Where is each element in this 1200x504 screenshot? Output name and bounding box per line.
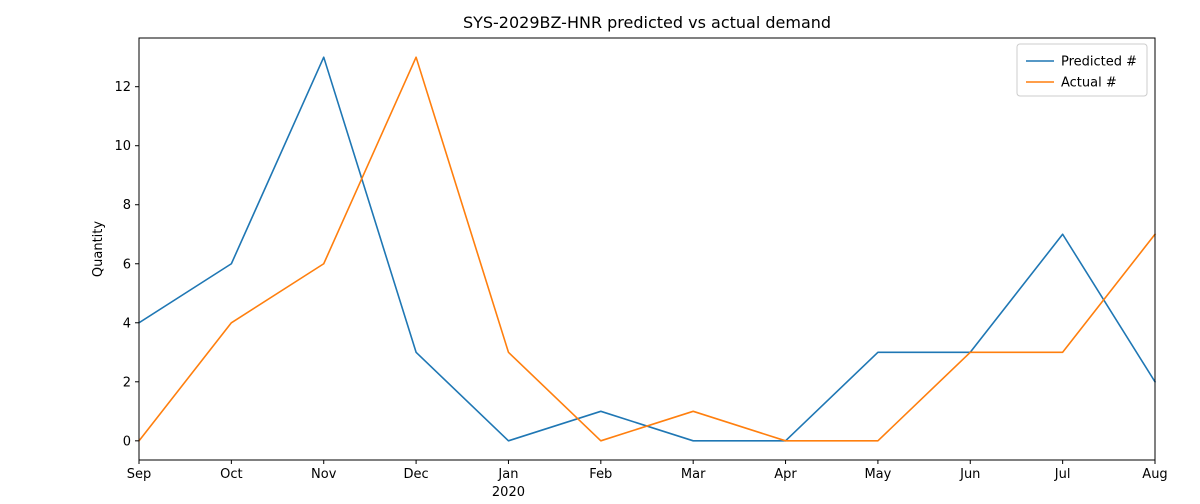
x-tick-label: Mar: [681, 467, 706, 482]
x-tick-label: Jan: [497, 467, 518, 482]
y-tick-label: 12: [114, 80, 131, 95]
x-tick-label: Sep: [127, 467, 152, 482]
x-tick-label: Dec: [404, 467, 429, 482]
y-tick-label: 0: [123, 434, 131, 449]
y-axis-label: Quantity: [91, 221, 106, 277]
y-tick-label: 6: [123, 257, 131, 272]
x-tick-label: May: [864, 467, 891, 482]
legend-label-actual: Actual #: [1061, 76, 1117, 91]
y-tick-label: 8: [123, 198, 131, 213]
y-axis: 0 2 4 6 8 10 12: [114, 80, 139, 449]
legend-box: [1016, 43, 1148, 97]
legend: Predicted # Actual #: [1016, 43, 1148, 97]
x-tick-label: Aug: [1142, 467, 1167, 482]
series-line-actual: [137, 56, 1157, 442]
y-tick-label: 4: [123, 316, 131, 331]
x-year-label: 2020: [492, 485, 525, 500]
x-tick-label: Jun: [959, 467, 980, 482]
x-tick-label: Jul: [1054, 467, 1071, 482]
y-tick-label: 2: [123, 375, 131, 390]
x-tick-label: Oct: [220, 467, 242, 482]
x-tick-label: Feb: [589, 467, 612, 482]
y-tick-label: 10: [114, 139, 131, 154]
x-tick-label: Apr: [774, 467, 797, 482]
plot-frame: [138, 37, 1156, 461]
legend-label-predicted: Predicted #: [1061, 55, 1137, 70]
x-tick-label: Nov: [311, 467, 337, 482]
series-line-predicted: [137, 56, 1157, 442]
x-axis: Sep Oct Nov Dec Jan 2020 Feb Mar Apr May Jun Jul Aug: [127, 460, 1168, 500]
plot-area-border: [138, 37, 1156, 461]
chart-title: SYS-2029BZ-HNR predicted vs actual deman…: [463, 13, 831, 32]
series-lines: [137, 56, 1157, 442]
